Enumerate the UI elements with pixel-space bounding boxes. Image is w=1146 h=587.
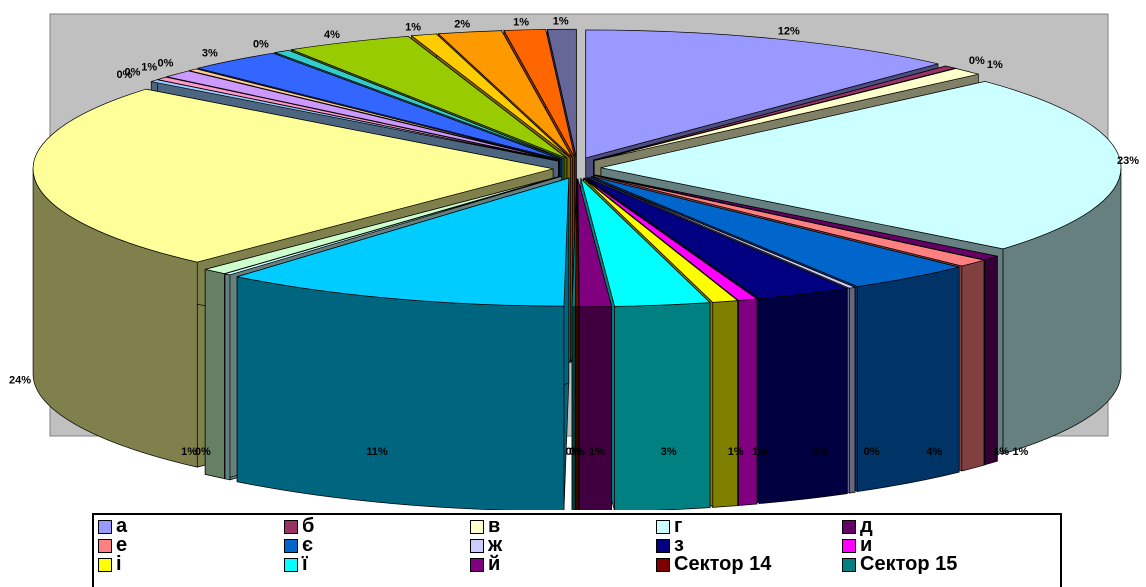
legend-swatch xyxy=(470,519,484,534)
pie-data-label: 1% xyxy=(513,16,529,28)
legend-item: Сектор 15 xyxy=(842,553,1028,575)
legend-grid: а б в г д е є ж з и і ї й Сектор 14 Сектор 15 xyxy=(98,515,1060,575)
legend-swatch xyxy=(842,519,856,534)
pie-data-label: 24% xyxy=(9,374,31,386)
pie-slice xyxy=(577,178,613,510)
pie-chart: 12%0% 1%23%1%1%4%0%3%1%1%3%1%0%0%11%0%1%2… xyxy=(9,13,1139,510)
legend-swatch xyxy=(842,557,856,572)
pie-data-label: 0% xyxy=(125,66,141,78)
pie-data-label: 23% xyxy=(1117,155,1139,167)
legend-item: Сектор 14 xyxy=(656,553,842,575)
legend-label: е xyxy=(116,534,128,556)
pie-data-label: 2% xyxy=(454,19,470,31)
pie-data-label: 1% xyxy=(993,446,1009,458)
legend-swatch xyxy=(284,557,298,572)
legend-item: з xyxy=(656,534,842,556)
pie-data-label: 1% xyxy=(1012,446,1028,458)
legend-label: ї xyxy=(302,553,308,575)
legend-label: г xyxy=(674,515,683,537)
pie-data-label: 1% xyxy=(752,446,768,458)
legend-item: д xyxy=(842,515,1028,537)
pie-slice xyxy=(236,177,570,510)
pie-slices xyxy=(32,28,1122,510)
legend-label: і xyxy=(116,553,122,575)
legend-item: и xyxy=(842,534,1028,556)
pie-data-label: 0% xyxy=(195,446,211,458)
legend-item: є xyxy=(284,534,470,556)
pie-data-label: 1% xyxy=(405,21,421,33)
legend-swatch xyxy=(284,538,298,553)
legend-swatch xyxy=(656,557,670,572)
legend-swatch xyxy=(470,557,484,572)
legend-swatch xyxy=(98,519,112,534)
legend-label: Сектор 14 xyxy=(674,553,772,575)
legend-swatch xyxy=(98,538,112,553)
pie-data-label: 4% xyxy=(324,29,340,41)
legend-item: і xyxy=(98,553,284,575)
legend-item: а xyxy=(98,515,284,537)
legend-item: е xyxy=(98,534,284,556)
legend-swatch xyxy=(842,538,856,553)
legend-label: б xyxy=(302,515,315,537)
legend-label: и xyxy=(860,534,873,556)
pie-data-label: 0% xyxy=(158,58,174,70)
pie-data-label: 1% xyxy=(181,446,197,458)
pie-slice xyxy=(580,177,711,510)
legend-swatch xyxy=(470,538,484,553)
pie-data-label: 0% xyxy=(565,446,581,458)
legend-item: г xyxy=(656,515,842,537)
pie-data-label: 0% xyxy=(864,446,880,458)
pie-data-label: 3% xyxy=(661,446,677,458)
pie-data-label: 11% xyxy=(366,446,388,458)
legend-item: й xyxy=(470,553,656,575)
legend-item: б xyxy=(284,515,470,537)
pie-data-label: 0% xyxy=(569,446,585,458)
pie-data-label: 0% xyxy=(116,69,132,81)
legend-swatch xyxy=(284,519,298,534)
pie-data-label: 1% xyxy=(141,62,157,74)
pie-data-label: 4% xyxy=(926,446,942,458)
legend-label: д xyxy=(860,515,873,537)
legend-label: Сектор 15 xyxy=(860,553,958,575)
legend-swatch xyxy=(98,557,112,572)
pie-data-label: 1% xyxy=(553,16,569,28)
legend-label: й xyxy=(488,553,501,575)
pie-slice xyxy=(575,178,579,510)
legend-label: ж xyxy=(488,534,503,556)
pie-data-label: 3% xyxy=(812,446,828,458)
legend-swatch xyxy=(656,538,670,553)
legend-label: з xyxy=(674,534,684,556)
legend-item: ї xyxy=(284,553,470,575)
pie-data-label: 1% xyxy=(728,446,744,458)
pie-data-label: 12% xyxy=(778,26,800,38)
pie-data-label: 0% xyxy=(253,39,269,51)
legend-label: є xyxy=(302,534,314,556)
legend-label: а xyxy=(116,515,128,537)
legend-item: ж xyxy=(470,534,656,556)
pie-data-label: 1% xyxy=(589,446,605,458)
legend-label: в xyxy=(488,515,501,537)
chart-legend: а б в г д е є ж з и і ї й Сектор 14 Сектор 15 xyxy=(92,513,1062,587)
pie-data-label: 1% xyxy=(987,59,1003,71)
legend-item: в xyxy=(470,515,656,537)
pie-data-label: 0% xyxy=(969,55,985,67)
pie-data-label: 3% xyxy=(202,48,218,60)
legend-swatch xyxy=(656,519,670,534)
pie-data-labels: 12%0% 1%23%1%1%4%0%3%1%1%3%1%0%0%11%0%1%2… xyxy=(9,16,1139,458)
